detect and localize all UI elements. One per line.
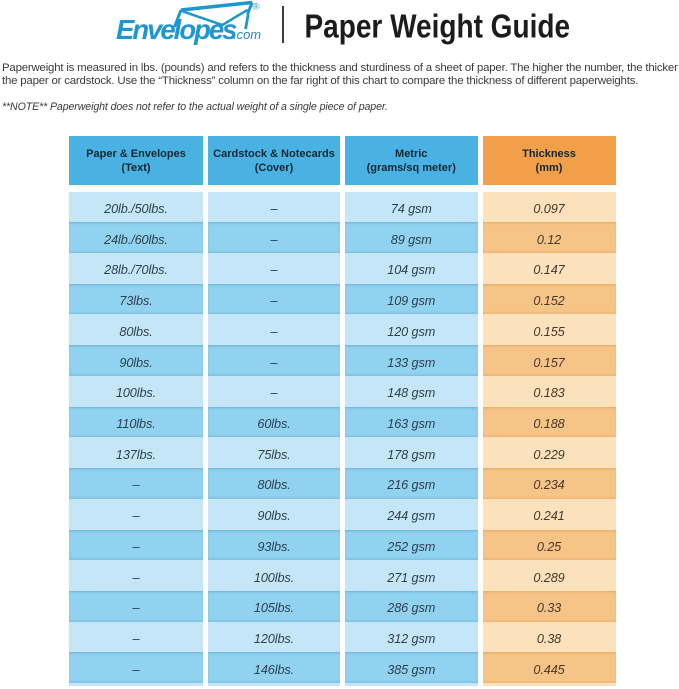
svg-text:®: ® — [253, 2, 260, 13]
